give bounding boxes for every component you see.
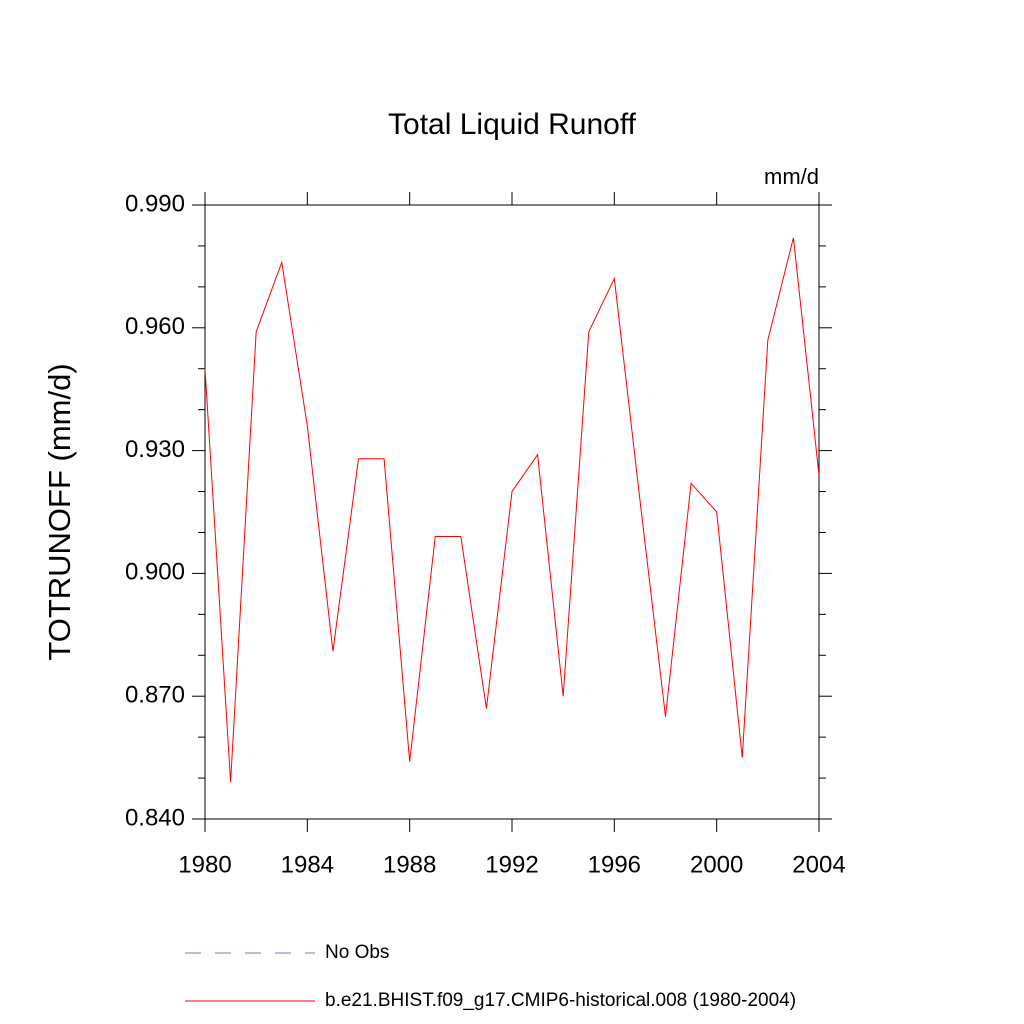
units-label: mm/d	[764, 164, 819, 189]
y-tick-label: 0.870	[125, 682, 185, 709]
x-tick-label: 1984	[281, 851, 334, 878]
y-tick-label: 0.960	[125, 313, 185, 340]
plot-frame	[204, 204, 820, 820]
y-tick-label: 0.930	[125, 436, 185, 463]
legend-label: b.e21.BHIST.f09_g17.CMIP6-historical.008…	[325, 990, 796, 1011]
legend-label: No Obs	[325, 942, 389, 963]
x-tick-label: 1996	[588, 851, 641, 878]
y-tick-label: 0.900	[125, 559, 185, 586]
chart-title: Total Liquid Runoff	[388, 108, 637, 141]
x-tick-label: 1980	[178, 851, 231, 878]
y-tick-label: 0.990	[125, 190, 185, 217]
x-tick-label: 1988	[383, 851, 436, 878]
y-tick-label: 0.840	[125, 804, 185, 831]
x-tick-label: 2004	[792, 851, 845, 878]
x-tick-label: 1992	[485, 851, 538, 878]
x-tick-label: 2000	[690, 851, 743, 878]
data-line	[204, 237, 820, 783]
y-axis-label: TOTRUNOFF (mm/d)	[42, 363, 77, 660]
